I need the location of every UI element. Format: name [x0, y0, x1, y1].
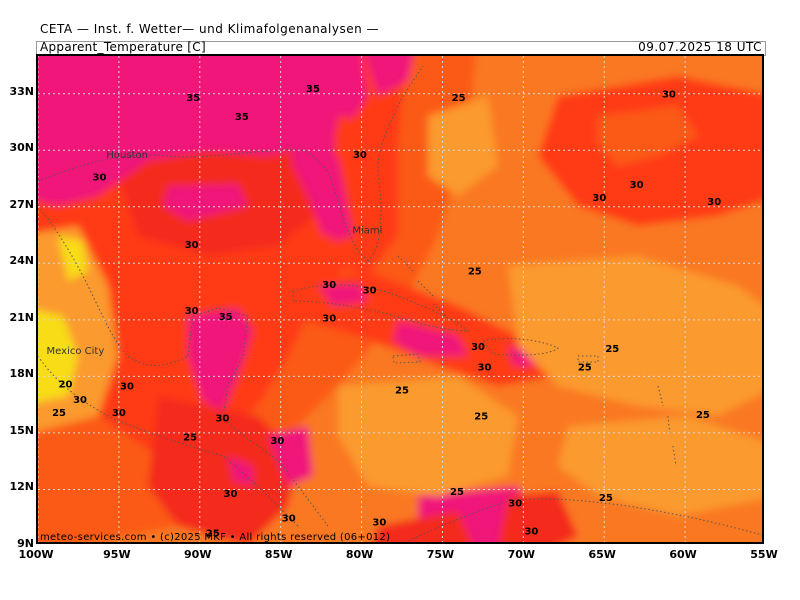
contour-value-label: 25: [599, 493, 613, 504]
contour-value-label: 30: [478, 363, 492, 374]
cuba: [292, 284, 470, 332]
contour-value-label: 35: [219, 312, 233, 323]
longitude-tick-label: 75W: [426, 548, 455, 561]
contour-value-label: 25: [578, 363, 592, 374]
contour-value-label: 30: [508, 498, 522, 509]
city-label: Miami: [352, 225, 382, 236]
contour-value-label: 30: [282, 514, 296, 525]
longitude-tick-label: 55W: [750, 548, 778, 561]
contour-value-label: 25: [183, 432, 197, 443]
latitude-tick-label: 30N: [9, 141, 34, 155]
contour-value-label: 25: [206, 529, 220, 540]
gulf-coast-us: [38, 148, 369, 262]
contour-value-label: 30: [112, 408, 126, 419]
city-label: Mexico City: [47, 346, 105, 357]
longitude-tick-label: 60W: [669, 548, 697, 561]
contour-value-label: 25: [452, 93, 466, 104]
latitude-tick-label: 18N: [9, 367, 34, 381]
contour-value-label: 25: [468, 267, 482, 278]
coastlines: [38, 65, 762, 542]
contour-value-label: 30: [471, 342, 485, 353]
contour-value-label: 30: [120, 382, 134, 393]
contour-value-label: 35: [306, 84, 320, 95]
valid-time: 09.07.2025 18 UTC: [638, 40, 762, 54]
contour-value-label: 30: [322, 314, 336, 325]
contour-value-label: 30: [270, 436, 284, 447]
contour-value-label: 25: [450, 487, 464, 498]
longitude-tick-label: 65W: [588, 548, 616, 561]
mexico-coast-gulf: [38, 205, 189, 366]
contour-value-label: 30: [372, 517, 386, 528]
latitude-tick-label: 24N: [9, 254, 34, 268]
contour-value-label: 20: [59, 380, 73, 391]
source-title: CETA — Inst. f. Wetter— und Klimafolgena…: [40, 22, 380, 36]
longitude-tick-label: 100W: [18, 548, 54, 561]
longitude-tick-label: 95W: [103, 548, 131, 561]
copyright-footer: meteo-services.com • (c)2025 MKF • All r…: [40, 532, 391, 543]
contour-value-label: 30: [215, 414, 229, 425]
contour-value-label: 30: [592, 193, 606, 204]
contour-value-label: 30: [322, 280, 336, 291]
jamaica: [392, 353, 421, 364]
contour-value-label: 35: [186, 93, 200, 104]
latitude-tick-label: 21N: [9, 310, 34, 324]
contour-labels: 35 35 35 30 30 30 30 30 30 35 30 25 25 30 30 30 30 30 30 25…: [52, 84, 721, 540]
contour-value-label: 25: [474, 412, 488, 423]
contour-value-label: 25: [52, 408, 66, 419]
contour-value-label: 30: [73, 395, 87, 406]
contour-value-label: 30: [224, 489, 238, 500]
pacific-coast-mexico: [38, 355, 299, 527]
parameter-label: Apparent_Temperature [C]: [40, 40, 206, 54]
contour-value-label: 35: [235, 112, 249, 123]
contour-value-label: 30: [185, 240, 199, 251]
contour-value-label: 30: [630, 180, 644, 191]
map-frame[interactable]: Houston Miami Mexico City 35 35 35 30 30 30 30 30…: [36, 54, 764, 544]
latitude-tick-label: 12N: [9, 480, 34, 494]
longitude-tick-label: 85W: [264, 548, 293, 561]
contour-value-label: 30: [93, 172, 107, 183]
hispaniola: [482, 338, 559, 356]
longitude-tick-label: 70W: [507, 548, 536, 561]
contour-value-label: 30: [524, 527, 538, 538]
yucatan: [187, 307, 249, 417]
latitude-tick-label: 33N: [9, 84, 34, 98]
temperature-field: [38, 56, 762, 542]
contour-value-label: 25: [395, 385, 409, 396]
contour-value-label: 30: [353, 150, 367, 161]
contour-value-label: 30: [707, 197, 721, 208]
temperature-map[interactable]: Houston Miami Mexico City 35 35 35 30 30 30 30 30…: [38, 56, 764, 544]
city-label: Houston: [106, 150, 148, 161]
contour-value-label: 30: [363, 285, 377, 296]
contour-value-label: 30: [662, 89, 676, 100]
latitude-tick-label: 27N: [9, 197, 34, 211]
latitude-tick-label: 9N: [17, 537, 34, 550]
bahamas: [397, 255, 449, 319]
south-america: [405, 498, 762, 542]
lat-lon-grid: [38, 56, 762, 542]
city-labels: Houston Miami Mexico City: [47, 150, 383, 357]
latitude-tick-label: 15N: [9, 423, 34, 437]
contour-value-label: 25: [696, 410, 710, 421]
puerto-rico: [577, 355, 599, 363]
longitude-tick-label: 90W: [184, 548, 212, 561]
longitude-tick-label: 80W: [345, 548, 374, 561]
contour-value-label: 30: [185, 306, 199, 317]
contour-value-label: 25: [605, 344, 619, 355]
